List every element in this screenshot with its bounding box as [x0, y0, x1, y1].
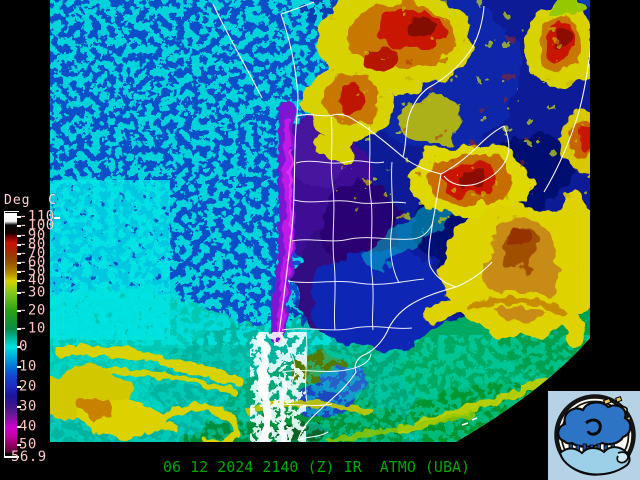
scale-reference-tick: [54, 217, 60, 219]
wave-icon: [558, 446, 631, 476]
snow-region: [250, 331, 306, 442]
caption-text: 06 12 2024 2140 (Z) IR ATMO (UBA): [163, 458, 471, 476]
atmo-uba-logo: [548, 391, 640, 480]
province-borders: [271, 116, 434, 407]
red-speckle-storms: [380, 20, 560, 180]
cyan-speckle-west: [50, 180, 170, 340]
cloud-icon: [557, 401, 632, 448]
islands-specks: [461, 417, 478, 426]
country-borders: [212, 1, 590, 441]
yellow-patches-sw: [50, 367, 160, 436]
andes-magenta-strip: [268, 102, 296, 343]
